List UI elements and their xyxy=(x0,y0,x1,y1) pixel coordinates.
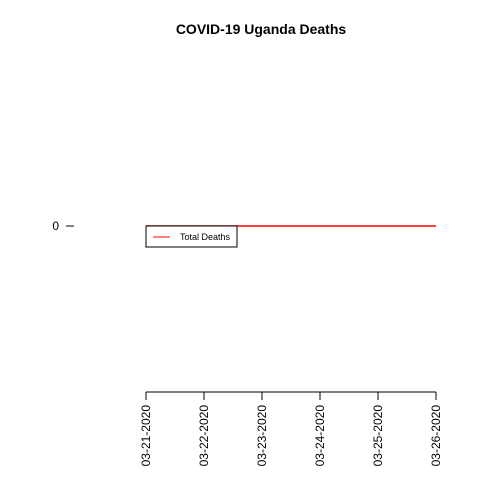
x-tick-label: 03-24-2020 xyxy=(313,405,327,467)
legend-box xyxy=(145,225,238,248)
y-tick-label: 0 xyxy=(52,219,59,233)
x-tick-label: 03-23-2020 xyxy=(255,405,269,467)
x-axis-ticks: 03-21-2020 03-22-2020 03-23-2020 03-24-2020… xyxy=(139,392,443,466)
x-tick-label: 03-22-2020 xyxy=(197,405,211,467)
legend-label-total-deaths: Total Deaths xyxy=(180,232,231,242)
legend: Total Deaths xyxy=(145,225,238,248)
plot-area: 0 03-21-2020 03-22-2020 03-23-2020 03-24-20… xyxy=(52,219,443,466)
x-tick-label: 03-25-2020 xyxy=(371,405,385,467)
x-tick-label: 03-26-2020 xyxy=(429,405,443,467)
x-tick-label: 03-21-2020 xyxy=(139,405,153,467)
chart-title: COVID-19 Uganda Deaths xyxy=(175,21,347,37)
